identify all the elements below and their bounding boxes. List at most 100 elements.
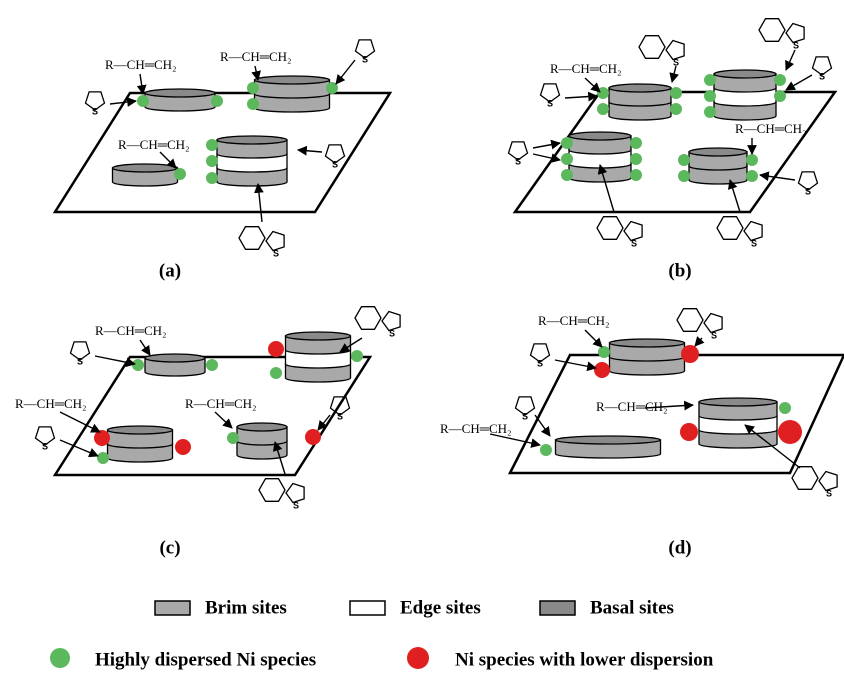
ni-dispersed bbox=[174, 168, 186, 180]
support-plane bbox=[512, 90, 838, 214]
edge-layer bbox=[216, 153, 288, 173]
sulfur-label: S bbox=[273, 248, 279, 258]
ni-low-dispersion bbox=[594, 362, 610, 378]
ni-dispersed bbox=[678, 154, 690, 166]
olefin-label: R—CH═CH₂ bbox=[95, 323, 167, 338]
sulfur-label: S bbox=[819, 71, 825, 81]
arrow bbox=[335, 59, 356, 85]
ni-low-dispersion bbox=[94, 430, 110, 446]
arrow bbox=[785, 49, 796, 71]
ni-dispersed bbox=[206, 155, 218, 167]
ring bbox=[676, 308, 704, 332]
ring bbox=[665, 39, 685, 61]
brim-layer bbox=[698, 401, 778, 421]
ni-dispersed bbox=[704, 74, 716, 86]
ni-dispersed bbox=[704, 106, 716, 118]
ring bbox=[703, 312, 723, 334]
ring bbox=[238, 226, 266, 250]
arrow bbox=[759, 171, 796, 182]
basal-top bbox=[111, 163, 179, 173]
ring bbox=[258, 478, 286, 502]
brim-layer bbox=[253, 79, 331, 99]
arrow bbox=[564, 91, 598, 102]
ni-dispersed bbox=[746, 154, 758, 166]
ni-low-dispersion bbox=[305, 429, 321, 445]
ring bbox=[329, 396, 351, 416]
brim-layer bbox=[608, 356, 686, 376]
sulfur-label: S bbox=[92, 106, 98, 116]
ring bbox=[381, 310, 401, 332]
basal-top bbox=[106, 425, 174, 435]
arrow bbox=[339, 337, 363, 353]
legend-label: Highly dispersed Ni species bbox=[95, 649, 316, 670]
edge-layer bbox=[284, 349, 352, 369]
basal-top bbox=[144, 88, 216, 98]
ni-low-dispersion bbox=[268, 341, 284, 357]
arrow bbox=[532, 139, 561, 150]
brim-layer bbox=[216, 139, 288, 159]
sulfur-label: S bbox=[537, 358, 543, 368]
basal-top bbox=[144, 353, 206, 363]
ni-dispersed bbox=[227, 432, 239, 444]
ring bbox=[758, 18, 786, 42]
arrow bbox=[214, 411, 233, 429]
basal-top bbox=[253, 75, 331, 85]
sulfur-label: S bbox=[547, 98, 553, 108]
arrow bbox=[159, 151, 177, 169]
sulfur-label: S bbox=[751, 238, 757, 248]
brim-layer bbox=[106, 443, 174, 463]
arrow bbox=[744, 424, 801, 469]
arrow bbox=[136, 73, 147, 95]
basal-top bbox=[688, 147, 748, 157]
ni-low-dispersion bbox=[175, 439, 191, 455]
sulfur-label: S bbox=[293, 500, 299, 510]
sulfur-label: S bbox=[389, 328, 395, 338]
olefin-label: R—CH═CH₂ bbox=[118, 137, 190, 152]
sulfur-label: S bbox=[77, 356, 83, 366]
ni-dispersed bbox=[704, 90, 716, 102]
edge-layer bbox=[713, 87, 777, 107]
ni-dispersed bbox=[137, 95, 149, 107]
support-plane bbox=[507, 353, 844, 475]
brim-layer bbox=[608, 87, 672, 107]
sulfur-label: S bbox=[793, 40, 799, 50]
arrow bbox=[109, 97, 137, 107]
ni-dispersed bbox=[270, 367, 282, 379]
brim-layer bbox=[236, 426, 288, 446]
ni-dispersed bbox=[630, 153, 642, 165]
ni-dispersed bbox=[630, 169, 642, 181]
olefin-label: R—CH═CH₂ bbox=[15, 396, 87, 411]
panel-label: (c) bbox=[159, 537, 180, 558]
legend-label: Basal sites bbox=[590, 597, 674, 618]
brim-layer bbox=[688, 151, 748, 171]
basal-top bbox=[608, 83, 672, 93]
ring bbox=[69, 341, 91, 361]
basal-top bbox=[216, 135, 288, 145]
arrow bbox=[554, 359, 597, 372]
ring bbox=[716, 216, 744, 240]
brim-layer bbox=[106, 429, 174, 449]
ring bbox=[529, 343, 551, 363]
ring bbox=[818, 470, 838, 492]
brim-layer bbox=[608, 101, 672, 121]
ni-dispersed bbox=[561, 169, 573, 181]
ni-dispersed bbox=[597, 103, 609, 115]
ni-dispersed bbox=[779, 402, 791, 414]
sulfur-label: S bbox=[711, 330, 717, 340]
arrow bbox=[532, 153, 561, 163]
ni-low-dispersion bbox=[778, 420, 802, 444]
ring bbox=[84, 91, 106, 111]
ni-dispersed bbox=[561, 153, 573, 165]
sulfur-label: S bbox=[362, 54, 368, 64]
arrow bbox=[534, 414, 551, 437]
brim-layer bbox=[253, 93, 331, 113]
ni-dispersed bbox=[774, 74, 786, 86]
ni-dispersed bbox=[774, 90, 786, 102]
ni-dispersed bbox=[351, 350, 363, 362]
ni-dispersed bbox=[50, 648, 70, 668]
ring bbox=[539, 83, 561, 103]
brim-layer bbox=[568, 135, 632, 155]
ring bbox=[354, 39, 376, 59]
olefin-label: R—CH═CH₂ bbox=[550, 61, 622, 76]
legend-label: Edge sites bbox=[400, 597, 481, 618]
